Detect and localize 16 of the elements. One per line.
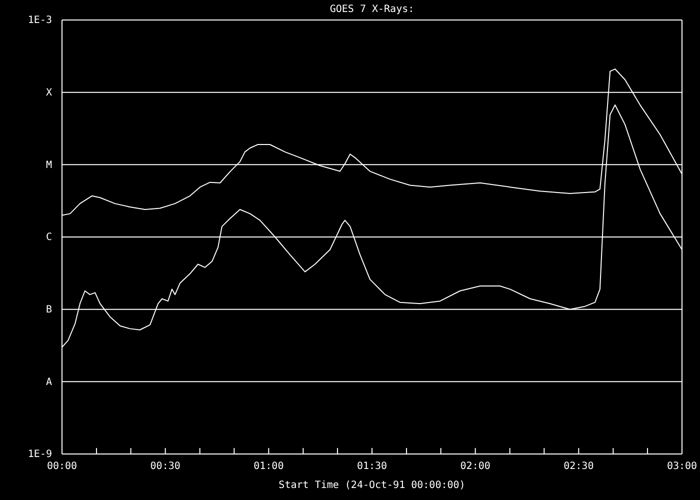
chart-title: GOES 7 X-Rays:: [330, 4, 414, 15]
x-tick-label: 02:30: [564, 461, 594, 472]
y-tick-label: M: [46, 160, 52, 171]
x-tick-label: 03:00: [666, 461, 698, 472]
y-tick-label: B: [46, 304, 52, 316]
y-tick-label: A: [46, 376, 52, 388]
x-tick-label: 00:00: [46, 461, 78, 472]
y-tick-label: 1E-9: [28, 449, 52, 460]
x-tick-label: 02:00: [460, 461, 490, 472]
y-tick-label: C: [46, 232, 52, 244]
y-tick-label: 1E-3: [28, 15, 52, 26]
x-tick-label: 01:00: [254, 461, 284, 472]
x-tick-label: 00:30: [150, 461, 180, 472]
x-axis-title: Start Time (24-Oct-91 00:00:00): [278, 480, 466, 491]
y-tick-label: X: [46, 88, 52, 99]
x-tick-label: 01:30: [356, 461, 388, 472]
